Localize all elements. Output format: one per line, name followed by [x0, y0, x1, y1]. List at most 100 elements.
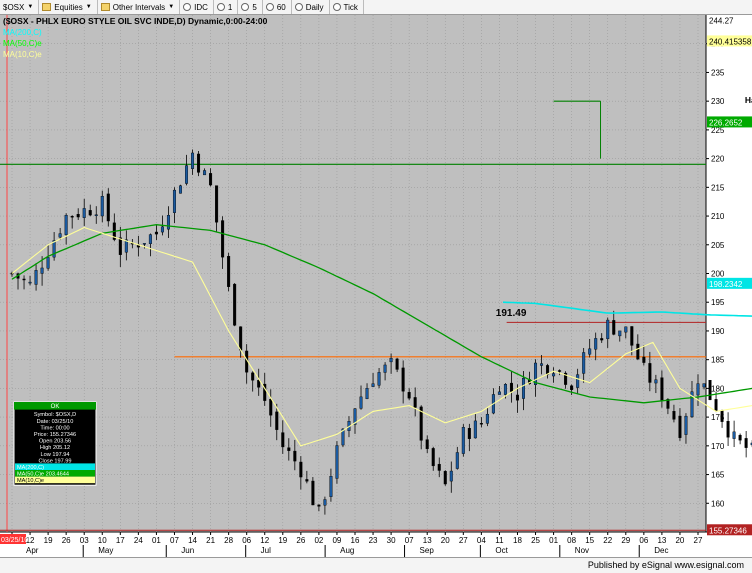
candle-body	[738, 434, 742, 441]
published-url: www.esignal.com	[674, 560, 744, 570]
x-tick-label: 14	[188, 536, 197, 545]
interval-daily[interactable]: Daily	[292, 0, 330, 14]
month-label: Nov	[575, 546, 589, 555]
candle-body	[154, 231, 158, 235]
candle-body	[172, 189, 176, 213]
interval-60-label: 60	[276, 2, 286, 12]
candle-body	[227, 256, 231, 287]
candle-body	[485, 413, 489, 424]
x-tick-label: 10	[98, 536, 107, 545]
candle-body	[40, 267, 44, 274]
candle-body	[552, 373, 556, 377]
interval-1[interactable]: 1	[214, 0, 239, 14]
candle-body	[142, 243, 146, 245]
data-window-header-bar	[14, 402, 96, 410]
x-tick-label: 04	[477, 536, 486, 545]
data-window-row-bg	[15, 476, 95, 484]
y-tick-label: 205	[711, 241, 725, 250]
interval-daily-label: Daily	[305, 2, 324, 12]
data-window-row: Close 197.99	[39, 458, 72, 464]
x-tick-label: 06	[242, 536, 251, 545]
symbol-selector[interactable]: $OSX ▼	[0, 0, 40, 14]
candle-body	[720, 410, 724, 422]
equities-label: Equities	[54, 2, 83, 12]
radio-icon	[332, 3, 341, 11]
candle-body	[52, 240, 56, 258]
candle-body	[371, 383, 375, 387]
candle-body	[600, 338, 604, 341]
x-tick-label: 26	[62, 536, 71, 545]
time-axis	[0, 532, 752, 557]
footer-published: Published by eSignal www.esignal.com	[588, 560, 744, 570]
interval-5-label: 5	[252, 2, 257, 12]
y-tick-label: 180	[711, 384, 725, 393]
y-tick-label: 200	[711, 270, 725, 279]
candle-body	[702, 383, 706, 388]
candle-body	[540, 363, 544, 366]
chart-title: ($OSX - PHLX EURO STYLE OIL SVC INDE,D) …	[3, 16, 268, 26]
data-window-row-bg	[15, 470, 95, 477]
x-tick-label: 30	[387, 536, 396, 545]
interval-60[interactable]: 60	[263, 0, 292, 14]
interval-tick[interactable]: Tick	[330, 0, 364, 14]
y-tick-label: 225	[711, 126, 725, 135]
x-tick-label: 02	[314, 536, 323, 545]
interval-idc[interactable]: IDC	[180, 0, 214, 14]
x-tick-label: 16	[351, 536, 360, 545]
candle-body	[215, 185, 219, 223]
month-label: Oct	[495, 546, 508, 555]
candle-body	[365, 388, 369, 399]
candle-body	[407, 392, 411, 399]
candle-body	[588, 348, 592, 355]
price-chart[interactable]: 1601651701751801851901952002052102152202…	[0, 15, 752, 557]
ma10-line	[11, 226, 752, 447]
candle-body	[425, 439, 429, 450]
candle-body	[100, 195, 104, 217]
start-date-label: 03/25/10	[1, 537, 28, 544]
published-label: Published by eSignal	[587, 560, 672, 570]
y-tick-label: 170	[711, 442, 725, 451]
x-tick-label: 19	[278, 536, 287, 545]
month-label: May	[98, 546, 113, 555]
candle-body	[521, 377, 525, 399]
other-intervals-button[interactable]: Other Intervals ▼	[98, 0, 181, 14]
level-annotation: 191.49	[496, 308, 527, 319]
candle-body	[299, 461, 303, 478]
candle-body	[564, 372, 568, 385]
x-tick-label: 07	[405, 536, 414, 545]
x-tick-label: 15	[585, 536, 594, 545]
candle-body	[311, 480, 315, 506]
x-tick-label: 19	[44, 536, 53, 545]
x-tick-label: 29	[621, 536, 630, 545]
candle-body	[461, 427, 465, 454]
x-tick-label: 20	[441, 536, 450, 545]
candle-body	[281, 432, 285, 448]
x-tick-label: 18	[513, 536, 522, 545]
candle-body	[341, 428, 345, 446]
data-window-row: MA(10,C)e	[17, 478, 44, 484]
chevron-down-icon: ▼	[27, 4, 34, 10]
candle-body	[395, 358, 399, 370]
candle-body	[678, 415, 682, 438]
ma50-line	[11, 224, 752, 404]
x-tick-label: 13	[657, 536, 666, 545]
x-tick-label: 12	[260, 536, 269, 545]
y-tick-label: 190	[711, 327, 725, 336]
candle-body	[419, 406, 423, 441]
x-tick-label: 28	[224, 536, 233, 545]
data-window-row: MA(200,C)	[17, 465, 44, 471]
interval-tick-label: Tick	[343, 2, 358, 12]
x-tick-label: 01	[549, 536, 558, 545]
y-tick-label: 175	[711, 413, 725, 422]
y-tick-label: 185	[711, 356, 725, 365]
ma200-axis-label: 198.2342	[709, 280, 743, 289]
candle-body	[708, 379, 712, 401]
y-tick-label: 195	[711, 298, 725, 307]
candle-body	[497, 391, 501, 395]
candle-body	[726, 421, 730, 438]
month-label: Dec	[654, 546, 668, 555]
interval-5[interactable]: 5	[238, 0, 263, 14]
candle-body	[106, 193, 110, 222]
candle-body	[660, 377, 664, 401]
equities-button[interactable]: Equities ▼	[39, 0, 98, 14]
